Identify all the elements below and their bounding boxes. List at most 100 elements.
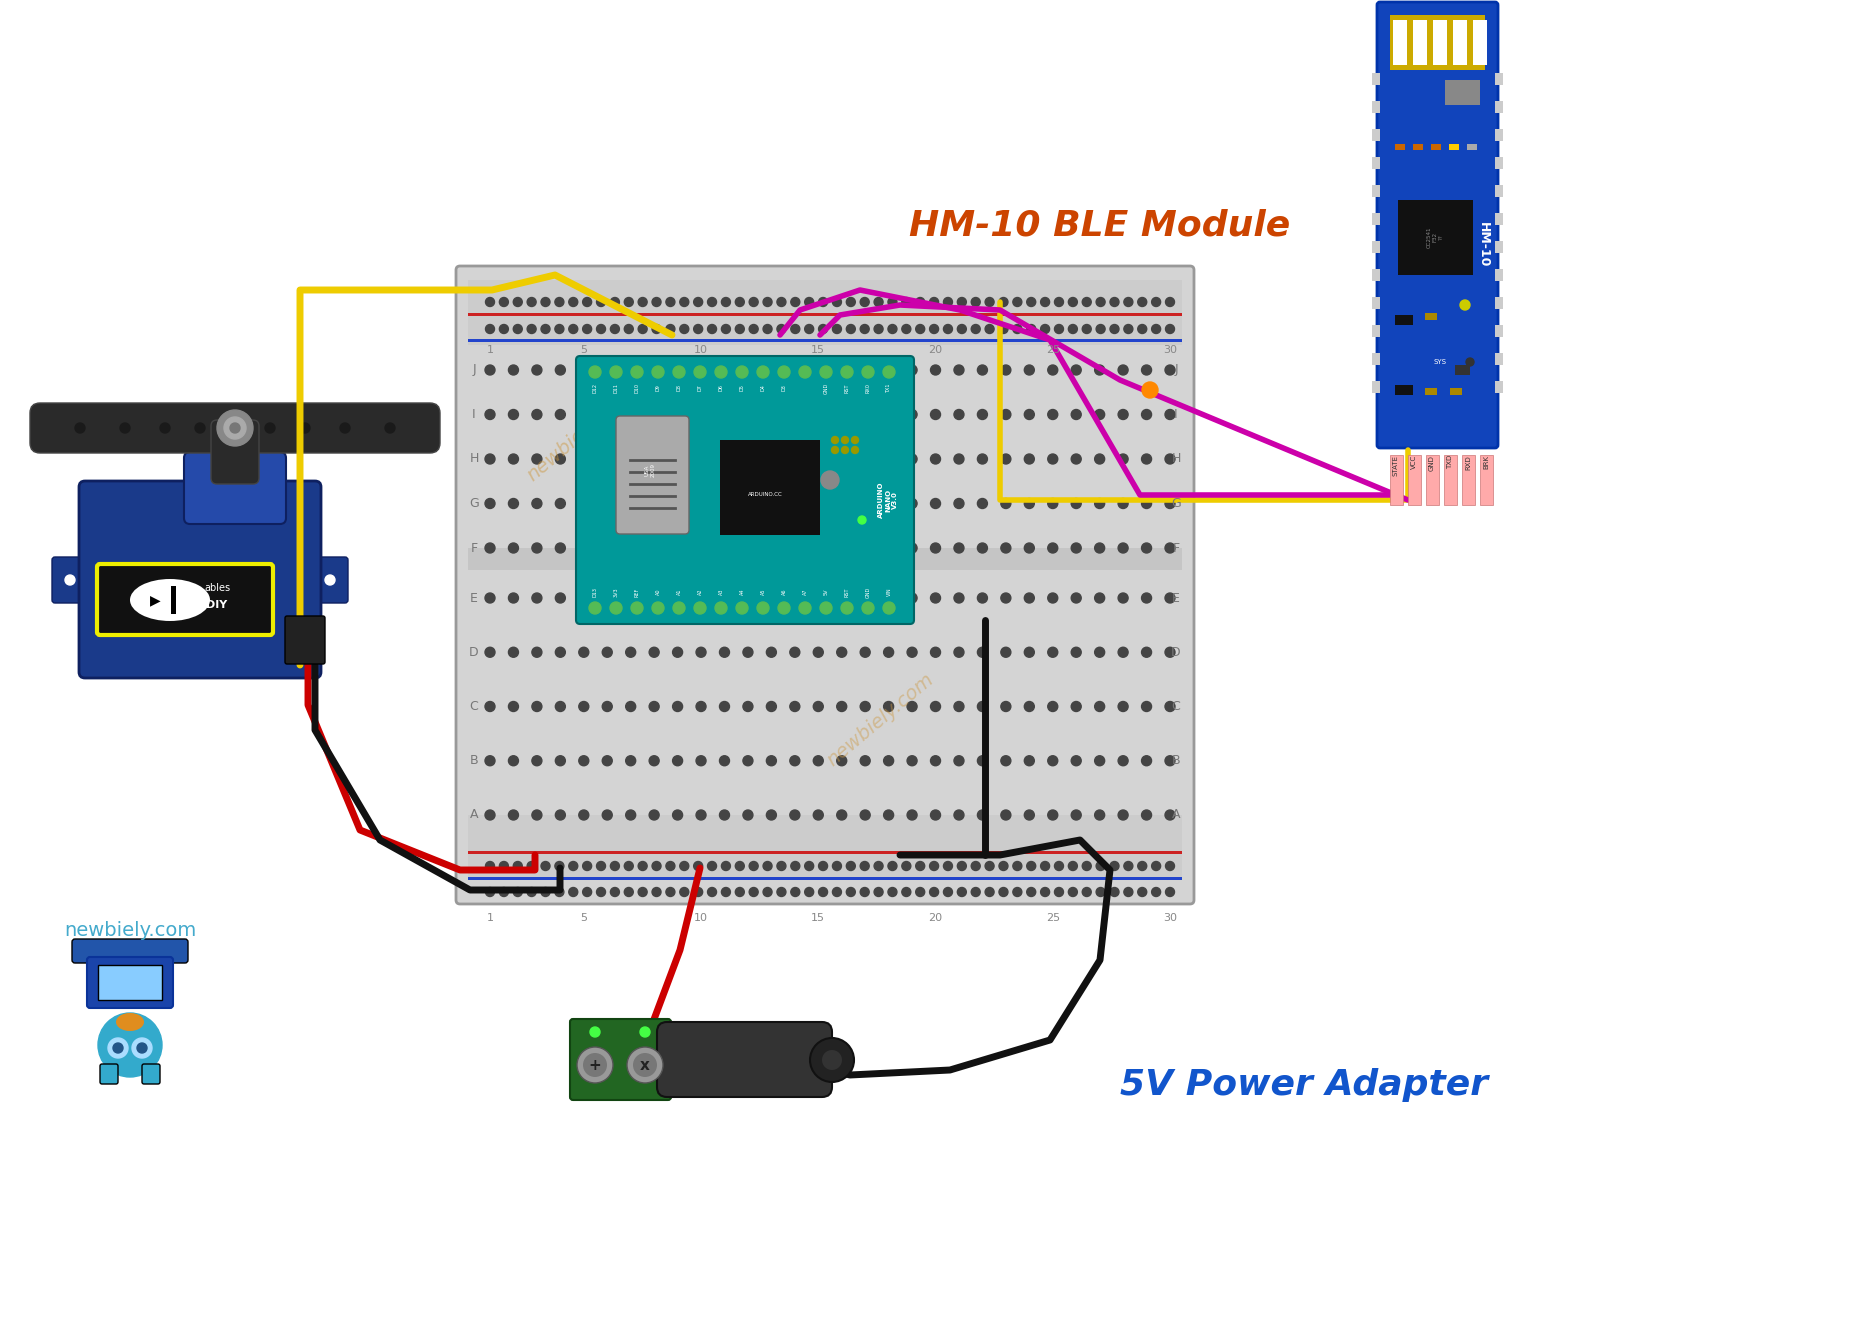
Circle shape bbox=[1097, 324, 1106, 333]
Text: TXD: TXD bbox=[1448, 454, 1453, 469]
Circle shape bbox=[1166, 543, 1175, 553]
Text: DIY: DIY bbox=[205, 601, 228, 610]
Circle shape bbox=[777, 602, 790, 614]
Text: A1: A1 bbox=[676, 589, 682, 595]
Circle shape bbox=[624, 861, 633, 871]
Circle shape bbox=[532, 410, 542, 420]
Circle shape bbox=[930, 756, 940, 765]
Circle shape bbox=[1070, 543, 1082, 553]
Circle shape bbox=[790, 861, 800, 871]
Bar bbox=[1425, 313, 1436, 320]
Circle shape bbox=[697, 365, 706, 375]
Circle shape bbox=[859, 647, 870, 657]
Circle shape bbox=[884, 499, 893, 508]
Circle shape bbox=[1040, 888, 1050, 897]
FancyBboxPatch shape bbox=[211, 420, 260, 485]
Circle shape bbox=[601, 647, 613, 657]
Circle shape bbox=[1048, 756, 1057, 765]
Circle shape bbox=[579, 593, 588, 603]
Circle shape bbox=[555, 365, 566, 375]
FancyBboxPatch shape bbox=[78, 481, 321, 678]
Circle shape bbox=[579, 647, 588, 657]
Text: D9: D9 bbox=[656, 385, 661, 391]
Circle shape bbox=[1027, 861, 1035, 871]
Circle shape bbox=[955, 543, 964, 553]
Circle shape bbox=[697, 810, 706, 820]
Text: J: J bbox=[473, 363, 476, 377]
Circle shape bbox=[224, 417, 247, 439]
Circle shape bbox=[527, 888, 536, 897]
Circle shape bbox=[583, 888, 592, 897]
Circle shape bbox=[611, 298, 620, 307]
Text: D12: D12 bbox=[592, 383, 598, 392]
Circle shape bbox=[813, 499, 824, 508]
Text: A5: A5 bbox=[760, 589, 766, 595]
Circle shape bbox=[777, 366, 790, 378]
Text: VIN: VIN bbox=[887, 587, 891, 597]
Text: TX1: TX1 bbox=[887, 383, 891, 392]
Text: 15: 15 bbox=[811, 345, 826, 356]
Circle shape bbox=[611, 324, 620, 333]
Circle shape bbox=[902, 298, 912, 307]
Circle shape bbox=[859, 702, 870, 711]
Circle shape bbox=[680, 324, 689, 333]
FancyBboxPatch shape bbox=[30, 403, 441, 453]
Circle shape bbox=[837, 499, 846, 508]
Circle shape bbox=[1048, 647, 1057, 657]
Circle shape bbox=[680, 861, 689, 871]
Circle shape bbox=[859, 365, 870, 375]
Circle shape bbox=[908, 593, 917, 603]
Circle shape bbox=[762, 861, 771, 871]
Bar bbox=[1494, 325, 1504, 337]
Circle shape bbox=[652, 861, 661, 871]
Circle shape bbox=[859, 499, 870, 508]
Circle shape bbox=[611, 888, 620, 897]
Circle shape bbox=[930, 324, 938, 333]
Circle shape bbox=[805, 888, 814, 897]
Circle shape bbox=[762, 324, 771, 333]
Circle shape bbox=[887, 298, 897, 307]
Text: 20: 20 bbox=[928, 345, 943, 356]
Circle shape bbox=[908, 810, 917, 820]
Circle shape bbox=[1166, 454, 1175, 464]
Circle shape bbox=[579, 810, 588, 820]
Text: C: C bbox=[469, 701, 478, 712]
Circle shape bbox=[908, 499, 917, 508]
Circle shape bbox=[846, 861, 856, 871]
Circle shape bbox=[555, 888, 564, 897]
Circle shape bbox=[708, 888, 717, 897]
Circle shape bbox=[736, 602, 747, 614]
Circle shape bbox=[884, 366, 895, 378]
Circle shape bbox=[743, 454, 753, 464]
Circle shape bbox=[1068, 298, 1078, 307]
Circle shape bbox=[693, 861, 702, 871]
Circle shape bbox=[884, 593, 893, 603]
Circle shape bbox=[1141, 702, 1151, 711]
Circle shape bbox=[486, 810, 495, 820]
Circle shape bbox=[532, 454, 542, 464]
Circle shape bbox=[1119, 810, 1128, 820]
Circle shape bbox=[749, 298, 758, 307]
Circle shape bbox=[1001, 499, 1011, 508]
Circle shape bbox=[1097, 861, 1106, 871]
Circle shape bbox=[1166, 861, 1175, 871]
Circle shape bbox=[790, 756, 800, 765]
Circle shape bbox=[601, 454, 613, 464]
Bar bbox=[1397, 200, 1474, 275]
Text: A: A bbox=[469, 809, 478, 822]
Text: 5V: 5V bbox=[824, 589, 829, 595]
Circle shape bbox=[915, 861, 925, 871]
Circle shape bbox=[301, 423, 310, 433]
Circle shape bbox=[693, 324, 702, 333]
Circle shape bbox=[514, 324, 523, 333]
Circle shape bbox=[1054, 861, 1063, 871]
Circle shape bbox=[508, 543, 519, 553]
FancyBboxPatch shape bbox=[575, 356, 913, 624]
Circle shape bbox=[1141, 593, 1151, 603]
Circle shape bbox=[695, 366, 706, 378]
Text: B: B bbox=[469, 755, 478, 768]
Circle shape bbox=[1461, 300, 1470, 309]
Circle shape bbox=[1012, 861, 1022, 871]
FancyBboxPatch shape bbox=[52, 557, 88, 603]
Circle shape bbox=[583, 324, 592, 333]
